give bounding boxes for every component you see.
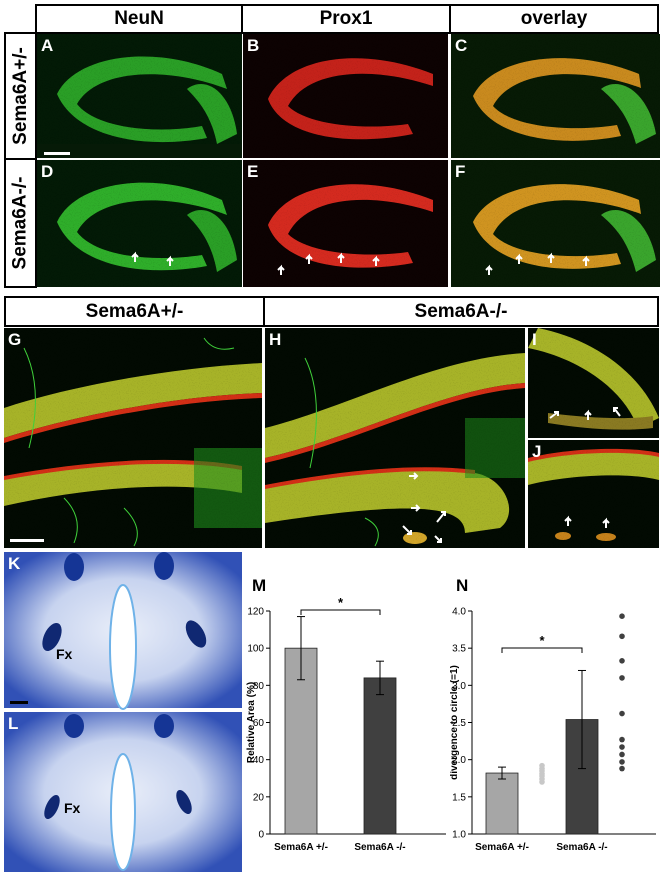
chart-m-category-label-1: Sema6A -/-: [354, 842, 405, 853]
chart-n-ylabel: divergence to circle (=1): [450, 665, 460, 780]
chart-m-ylabel: Relative Area (%): [246, 682, 257, 763]
chart-m-ytick-label: 80: [253, 681, 265, 692]
panel-a: [37, 34, 242, 158]
chart-n-point-1-3: [619, 744, 625, 750]
panel-k: [4, 552, 242, 710]
chart-n-point-1-7: [619, 658, 625, 664]
panel-letter-b: B: [247, 36, 260, 55]
chart-m-ytick-label: 0: [258, 830, 264, 841]
header-prox1: Prox1: [241, 4, 451, 34]
chart-n-ytick-label: 3.0: [452, 681, 466, 692]
chart-m-ytick-label: 20: [253, 792, 265, 803]
chart-n-ytick-label: 2.0: [452, 755, 466, 766]
chart-n-ytick-label: 2.5: [452, 718, 466, 729]
chart-m-significance-star: *: [338, 596, 344, 610]
micrograph-panels-top: [37, 34, 660, 287]
chart-n-ytick-label: 1.0: [452, 830, 466, 841]
chart-n-point-1-9: [619, 613, 625, 620]
chart-m-ytick-label: 60: [253, 718, 265, 729]
header-mid-het: Sema6A+/-: [4, 296, 265, 327]
panel-letter-l: L: [8, 714, 19, 733]
panel-letter-f: F: [455, 162, 466, 181]
panel-letter-g: G: [8, 330, 22, 349]
panel-letter-a: A: [41, 36, 54, 55]
panel-e: [243, 160, 448, 287]
fx-label-l: Fx: [64, 800, 81, 816]
panel-c: [451, 34, 660, 158]
chart-n-point-1-8: [619, 633, 625, 640]
panel-letter-j: J: [532, 442, 542, 461]
header-prox1-label: Prox1: [319, 8, 373, 29]
panel-letter-c: C: [455, 36, 468, 55]
fx-label-k: Fx: [56, 646, 73, 662]
panel-letter-h: H: [269, 330, 282, 349]
chart-letter-n: N: [456, 576, 469, 595]
chart-n-ytick-label: 3.5: [452, 644, 466, 655]
header-neun-label: NeuN: [114, 8, 164, 29]
chart-n-ytick-label: 1.5: [452, 792, 466, 803]
chart-n-point-1-5: [619, 710, 625, 717]
header-overlay: overlay: [449, 4, 659, 34]
panel-d: [37, 160, 242, 287]
chart-n-point-1-4: [619, 736, 625, 743]
panel-i: [528, 328, 659, 438]
chart-m-category-label-0: Sema6A +/-: [274, 842, 328, 853]
chart-n-bar-0: [485, 772, 519, 835]
row-label-ko: Sema6A-/-: [4, 158, 37, 288]
chart-m-ytick-label: 120: [247, 607, 264, 618]
header-mid-ko: Sema6A-/-: [263, 296, 659, 327]
chart-n-point-1-1: [619, 759, 625, 765]
chart-m-bar-1: [363, 677, 397, 835]
header-mid-het-label: Sema6A+/-: [85, 300, 184, 322]
chart-n-category-label-0: Sema6A +/-: [475, 842, 529, 853]
chart-n-significance-bracket: [501, 647, 583, 653]
panel-letter-k: K: [8, 554, 21, 573]
chart-n-point-1-6: [619, 675, 625, 681]
chart-n-ytick-label: 4.0: [452, 607, 466, 618]
header-overlay-label: overlay: [520, 8, 588, 29]
chart-m-ytick-label: 40: [253, 755, 265, 766]
header-neun: NeuN: [35, 4, 243, 34]
panel-f: [451, 160, 660, 287]
chart-n-point-1-2: [619, 751, 625, 758]
panel-letter-i: I: [532, 330, 537, 349]
chart-m-significance-bracket: [300, 609, 381, 615]
header-mid-ko-label: Sema6A-/-: [414, 300, 508, 322]
chart-m: 0 20 40 60 80 100 120 Relative Area (%) Sema6A +…: [246, 596, 446, 853]
panel-b: [243, 34, 448, 158]
panel-g: [4, 328, 262, 548]
chart-n-significance-star: *: [539, 633, 545, 648]
chart-n: 1.0 1.5 2.0 2.5 3.0 3.5 4.0 divergence to circl…: [450, 607, 656, 853]
micrograph-panels-mid: [4, 328, 659, 548]
chart-n-point-0-6: [539, 762, 545, 769]
chart-letter-m: M: [252, 576, 267, 595]
panel-l: [4, 712, 242, 872]
chart-n-category-label-1: Sema6A -/-: [556, 842, 607, 853]
panel-letter-d: D: [41, 162, 54, 181]
panel-letter-e: E: [247, 162, 259, 181]
chart-n-point-1-0: [619, 765, 625, 772]
panel-j: [528, 440, 659, 548]
chart-m-ytick-label: 100: [247, 644, 264, 655]
panel-h: [265, 328, 525, 548]
